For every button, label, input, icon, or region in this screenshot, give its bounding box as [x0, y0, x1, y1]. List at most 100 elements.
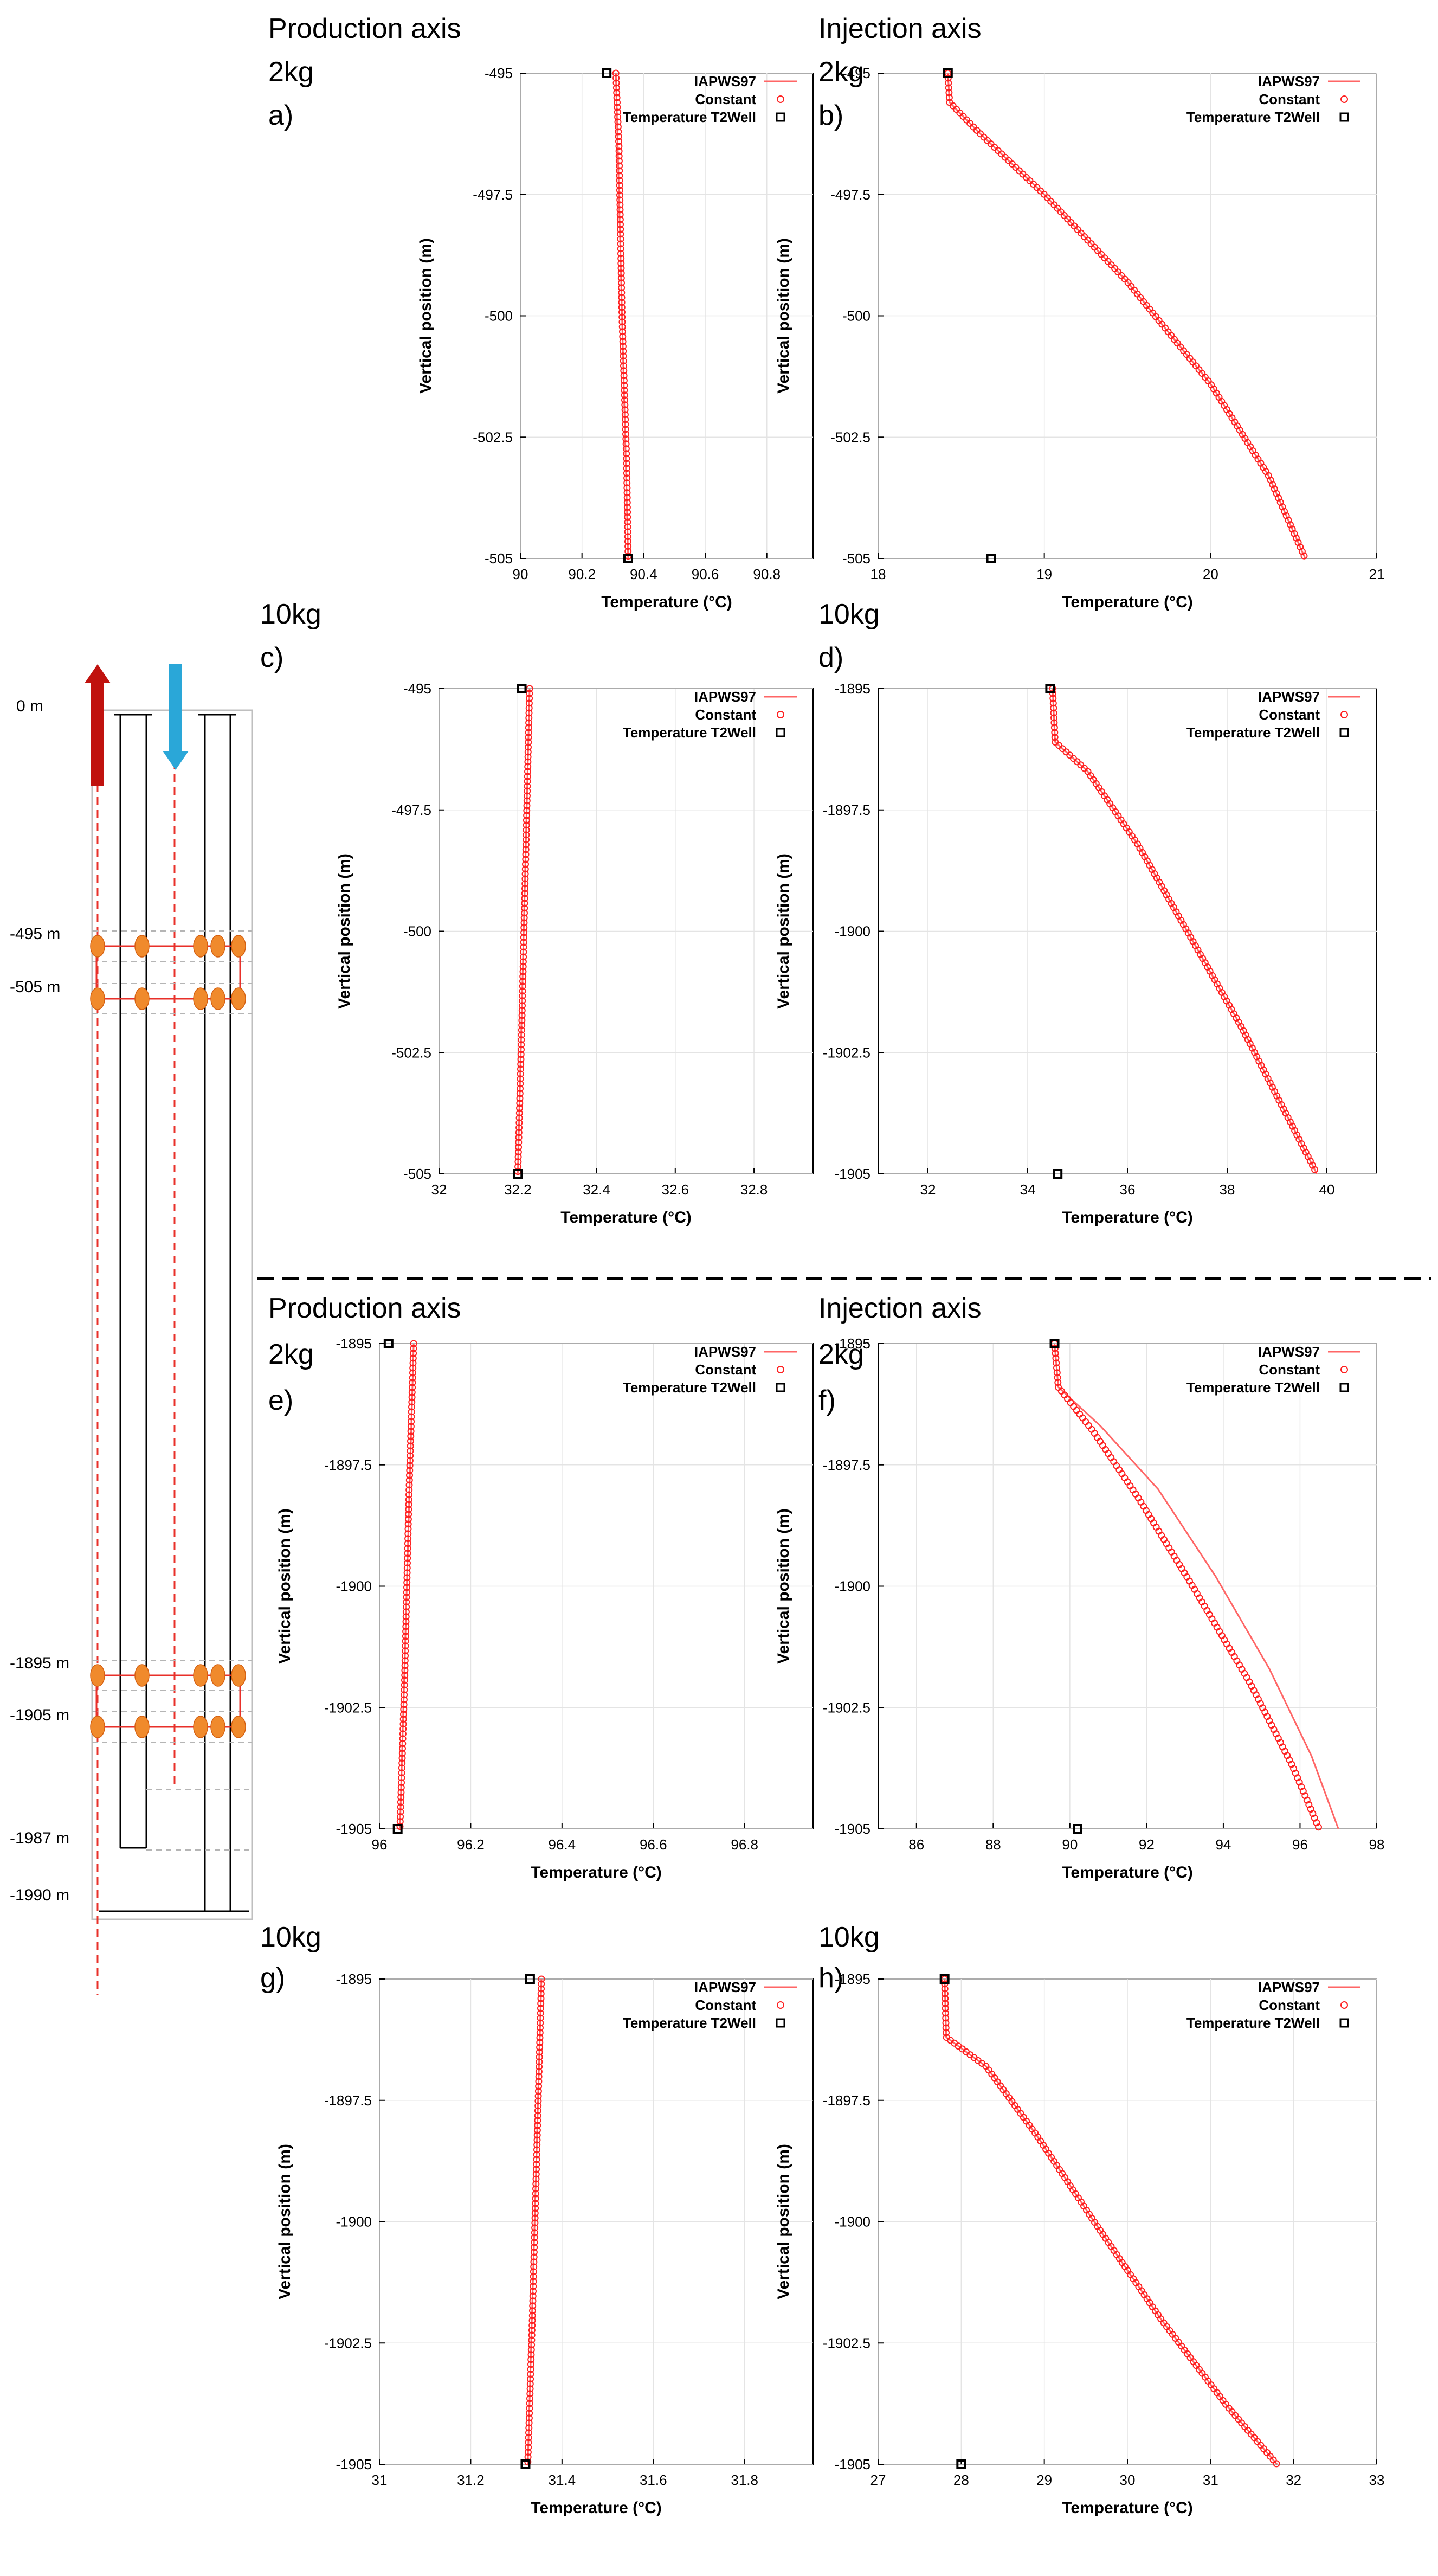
legend-label: Constant [1259, 1997, 1320, 2013]
x-tick-label: 30 [1120, 2472, 1136, 2488]
constant-marker [403, 1564, 411, 1572]
constant-marker [614, 104, 621, 111]
constant-marker [620, 352, 627, 360]
legend-label: Constant [1259, 91, 1320, 107]
y-tick-label: -1895 [835, 1971, 871, 1987]
constant-marker [618, 284, 626, 292]
legend-label: Constant [1259, 1361, 1320, 1378]
constant-marker [533, 2131, 541, 2139]
constant-marker [520, 914, 528, 922]
panel-mass-label: 10kg [818, 1922, 880, 1953]
constant-marker [524, 763, 532, 770]
depth-label: -1895 m [10, 1654, 69, 1672]
constant-marker [407, 1423, 415, 1430]
constant-marker [617, 226, 624, 233]
y-tick-label: -1902.5 [324, 1699, 372, 1716]
constant-marker [518, 1022, 526, 1029]
constant-marker [525, 724, 532, 731]
t2well-marker [513, 1169, 523, 1179]
constant-marker [536, 2063, 543, 2071]
panel-letter: e) [268, 1385, 293, 1416]
x-tick-label: 32.4 [583, 1181, 610, 1198]
constant-marker [536, 2039, 544, 2046]
x-tick-label: 18 [870, 566, 886, 582]
constant-marker [404, 1550, 411, 1557]
y-tick-label: -1905 [835, 2456, 871, 2472]
constant-marker [410, 1350, 417, 1357]
constant-marker [1300, 552, 1308, 560]
y-tick-label: -1900 [336, 1578, 372, 1595]
y-tick-label: -1897.5 [324, 1457, 372, 1473]
y-axis-label: Vertical position (m) [775, 2144, 792, 2299]
constant-marker [617, 221, 624, 228]
constant-marker [1050, 704, 1057, 712]
x-axis-label: Temperature (°C) [560, 1209, 691, 1226]
constant-marker [521, 890, 528, 897]
chart-h: 10kg h) 27 28 29 30 31 32 33 -1895 -1897.5 -1900 -19… [775, 1922, 1384, 2517]
constant-marker [536, 2029, 544, 2037]
x-tick-label: 21 [1369, 566, 1385, 582]
x-tick-label: 31.8 [731, 2472, 758, 2488]
x-tick-label: 31.2 [457, 2472, 485, 2488]
constant-marker [522, 851, 530, 858]
constant-marker [406, 1467, 414, 1474]
constant-marker [536, 2058, 543, 2066]
constant-marker [528, 2327, 536, 2334]
constant-marker [405, 1496, 412, 1504]
constant-marker [617, 235, 624, 243]
legend-label: Temperature T2Well [623, 724, 756, 741]
y-tick-label: -1895 [336, 1971, 372, 1987]
panel-mass-label: 2kg [818, 1339, 864, 1370]
depth-label: 0 m [16, 697, 43, 715]
constant-marker [525, 743, 532, 751]
constant-marker [614, 123, 622, 131]
constant-marker [623, 494, 631, 502]
constant-marker [515, 1144, 523, 1151]
constant-marker [515, 1109, 523, 1117]
constant-marker [535, 2068, 543, 2076]
constant-marker [403, 1603, 410, 1611]
constant-marker [409, 1384, 416, 1391]
constant-marker [531, 2239, 538, 2246]
constant-marker [519, 963, 527, 971]
constant-marker [615, 128, 622, 136]
constant-marker [527, 2375, 534, 2383]
constant-marker [529, 2297, 537, 2305]
x-tick-label: 38 [1220, 1181, 1235, 1198]
constant-marker [397, 1784, 405, 1791]
constant-marker [401, 1691, 408, 1699]
constant-marker [530, 2288, 537, 2295]
constant-marker [530, 2253, 538, 2261]
constant-marker [398, 1769, 405, 1777]
x-tick-label: 96.2 [457, 1836, 485, 1853]
constant-marker [528, 2312, 536, 2320]
y-tick-label: -1897.5 [324, 2092, 372, 2109]
perforation-marker [210, 1664, 225, 1687]
constant-marker [618, 299, 626, 306]
x-tick-label: 94 [1215, 1836, 1231, 1853]
constant-marker [520, 943, 527, 951]
x-axis-label: Temperature (°C) [1062, 593, 1192, 611]
constant-marker [522, 846, 530, 853]
x-tick-label: 90.4 [630, 566, 657, 582]
constant-marker [617, 230, 624, 238]
y-axis-label: Vertical position (m) [276, 2144, 294, 2299]
perforation-marker [134, 987, 150, 1010]
constant-marker [408, 1413, 415, 1421]
constant-marker [617, 260, 625, 267]
constant-marker [531, 2234, 538, 2241]
constant-marker [537, 2024, 544, 2032]
t2well-marker [517, 684, 527, 693]
constant-marker [531, 2214, 539, 2222]
constant-marker [529, 2292, 537, 2300]
constant-marker [622, 416, 629, 423]
constant-marker [614, 118, 622, 126]
perforation-marker [193, 987, 208, 1010]
y-tick-label: -1905 [835, 1166, 871, 1182]
series-constant-markers [396, 1340, 417, 1830]
constant-marker [402, 1608, 410, 1616]
t2well-marker [986, 554, 996, 563]
constant-marker [402, 1637, 409, 1645]
constant-marker [533, 2161, 540, 2168]
t2well-marker [520, 2459, 531, 2469]
